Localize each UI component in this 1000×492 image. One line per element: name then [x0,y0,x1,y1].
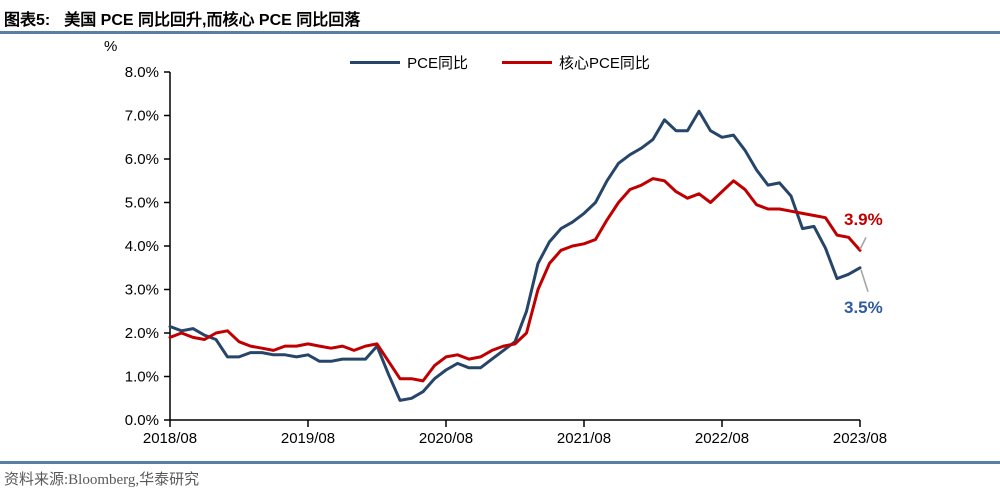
legend-line-swatch [350,61,401,64]
y-axis-tick-label: 1.0% [125,369,159,386]
y-axis-tick-label: 6.0% [125,151,159,168]
footer-divider-line [0,461,1000,464]
y-axis-tick-label: 8.0% [125,64,159,81]
y-axis-unit-label: % [104,38,118,55]
axis-lines [169,72,860,421]
y-axis-tick-label: 3.0% [125,282,159,299]
core-pce-line [168,177,862,383]
pce-line [168,109,862,402]
x-axis-tick-label: 2023/08 [833,430,887,447]
y-axis-tick-label: 4.0% [125,238,159,255]
legend-label: PCE同比 [407,55,468,72]
figure-title-text: 美国 PCE 同比回升,而核心 PCE 同比回落 [64,12,361,29]
x-axis-tick-label: 2021/08 [557,430,611,447]
figure-title: 图表5: 美国 PCE 同比回升,而核心 PCE 同比回落 [4,6,360,30]
value-annotation: 3.5% [844,297,883,317]
x-axis-tick-label: 2020/08 [419,430,473,447]
y-axis-tick-label: 5.0% [125,195,159,212]
annotation-leader-line [859,236,867,250]
legend-line-swatch [502,61,552,64]
figure-number-label: 图表5: [4,12,51,29]
annotation-leader-line [860,269,869,292]
x-axis-tick-label: 2018/08 [143,430,197,447]
y-axis-tick-label: 2.0% [125,325,159,342]
y-axis-tick-label: 7.0% [125,108,159,125]
title-divider-line [0,31,1000,34]
data-source-note: 资料来源:Bloomberg,华泰研究 [4,472,200,488]
value-annotation: 3.9% [844,210,883,230]
legend-label: 核心PCE同比 [559,55,650,72]
x-axis-tick-label: 2022/08 [695,430,749,447]
legend-item: 核心PCE同比 [502,52,650,73]
chart-legend: PCE同比 核心PCE同比 [0,52,1000,73]
y-axis-tick-label: 0.0% [125,412,159,429]
x-axis-tick-label: 2019/08 [281,430,335,447]
legend-item: PCE同比 [350,52,468,73]
